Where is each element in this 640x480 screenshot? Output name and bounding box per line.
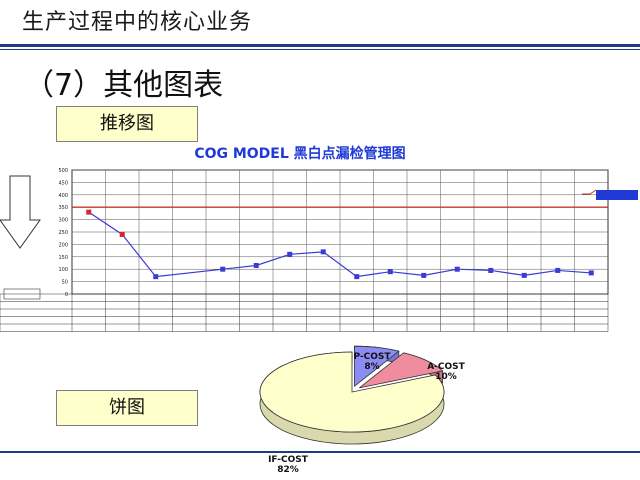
pie-chart <box>259 345 445 445</box>
section-title: （7）其他图表 <box>24 68 224 103</box>
pie-slices <box>259 345 445 445</box>
y-tick-label: 0 <box>65 292 68 298</box>
pie-label-p-cost-value: 8% <box>364 362 380 372</box>
pie-label-if-cost: IF-COST 82% <box>264 455 312 475</box>
target-callout-pointer <box>582 189 597 195</box>
y-axis: 0 50 100 150 200 250 300 350 400 450 500 <box>58 168 68 298</box>
data-point <box>320 249 326 255</box>
pie-slice-if-cost <box>259 351 445 433</box>
y-tick-label: 50 <box>62 280 68 286</box>
y-tick-label: 500 <box>58 168 68 174</box>
y-tick-label: 350 <box>58 205 68 211</box>
data-point <box>421 272 427 278</box>
header-divider <box>0 44 640 47</box>
data-point <box>555 267 561 273</box>
footer-divider <box>0 451 640 453</box>
pie-label-p-cost: P-COST 8% <box>352 352 392 372</box>
data-point <box>86 209 92 215</box>
data-point <box>153 274 159 280</box>
pie-label-if-cost-value: 82% <box>277 465 299 475</box>
pie-label-a-cost-value: 10% <box>435 372 457 382</box>
pie-label-p-cost-name: P-COST <box>353 352 391 362</box>
pie-label-a-cost-name: A-COST <box>427 362 465 372</box>
data-point <box>454 266 460 272</box>
data-table <box>0 293 609 332</box>
pie-label-a-cost: A-COST 10% <box>424 362 468 382</box>
series-points <box>86 209 594 280</box>
y-tick-label: 250 <box>58 230 68 236</box>
pie-chart-label: 饼图 <box>56 390 198 426</box>
y-tick-label: 150 <box>58 255 68 261</box>
data-point <box>521 272 527 278</box>
data-point <box>488 267 494 273</box>
pie-slice-p-cost <box>354 345 400 388</box>
y-tick-label: 450 <box>58 180 68 186</box>
trend-chart-title: COG MODEL 黑白点漏检管理图 <box>194 145 405 162</box>
data-point <box>588 270 594 276</box>
y-tick-label: 400 <box>58 193 68 199</box>
pie-label-if-cost-name: IF-COST <box>268 455 308 465</box>
header-title: 生产过程中的核心业务 <box>22 10 253 35</box>
y-tick-label: 200 <box>58 242 68 248</box>
data-point <box>354 274 360 280</box>
data-point <box>287 251 293 257</box>
data-point <box>119 231 125 237</box>
y-tick-label: 100 <box>58 267 68 273</box>
target-callout-icon <box>596 190 638 200</box>
trend-chart-label: 推移图 <box>56 106 198 142</box>
data-point <box>220 266 226 272</box>
header-divider-thin <box>0 49 640 50</box>
down-arrow-icon <box>0 175 41 249</box>
data-point <box>387 269 393 275</box>
data-point <box>253 262 259 268</box>
y-tick-label: 300 <box>58 218 68 224</box>
trend-chart: COG MODEL 黑白点漏检管理图 0 50 100 150 200 250 300 350… <box>0 145 638 332</box>
pie-slice-a-cost <box>359 352 444 389</box>
